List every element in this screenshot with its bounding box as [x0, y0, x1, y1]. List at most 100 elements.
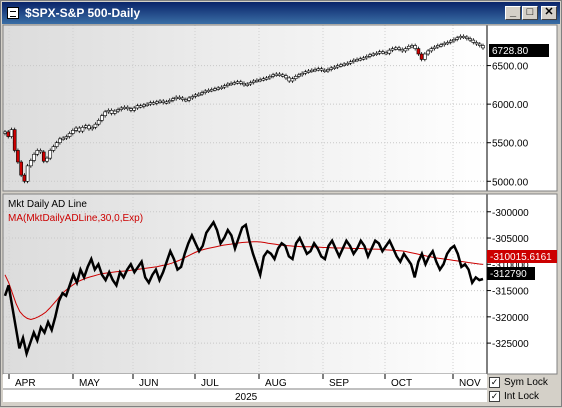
candle-body	[174, 96, 178, 100]
candle-body	[203, 90, 208, 93]
candle-body	[242, 83, 246, 86]
ad-y-tick-label: -320000	[492, 313, 529, 324]
maximize-button[interactable]: □	[522, 6, 538, 20]
candle-body	[51, 146, 56, 151]
candle-body	[145, 103, 149, 106]
candle-body	[29, 160, 33, 167]
x-month-label: JUL	[201, 378, 219, 389]
candle-body	[387, 49, 392, 54]
candle-body	[413, 45, 417, 49]
candle-body	[406, 45, 411, 49]
candle-body	[477, 43, 482, 46]
candle-body	[209, 89, 214, 92]
ma-last-tag: -310015.6161	[487, 250, 557, 263]
price-last-value: 6728.80	[492, 46, 529, 57]
title-bar[interactable]: $SPX-S&P 500-Daily _ □ ✕	[2, 2, 560, 24]
candle-body	[151, 102, 156, 105]
int-lock-checkbox[interactable]: ✓	[489, 391, 500, 402]
ma-last-value: -310015.6161	[490, 252, 552, 263]
price-y-tick-label: 6000.00	[492, 100, 529, 111]
candle-body	[135, 105, 140, 109]
x-axis: APR MAY JUN JUL AUG SEP OCT NOV 2025	[3, 374, 487, 403]
candle-body	[410, 45, 414, 48]
ad-panel-title: Mkt Daily AD Line	[8, 199, 87, 210]
candle-body	[22, 174, 27, 182]
candle-body	[474, 42, 479, 45]
x-month-label: OCT	[391, 378, 412, 389]
candle-body	[196, 93, 201, 96]
candle-body	[142, 104, 146, 107]
price-last-tag: 6728.80	[489, 44, 549, 57]
candle-body	[164, 101, 169, 104]
candle-body	[45, 157, 49, 162]
candle-body	[54, 142, 59, 147]
x-month-label: AUG	[265, 378, 287, 389]
candle-body	[216, 87, 220, 90]
candle-body	[400, 49, 405, 52]
candle-body	[332, 66, 337, 69]
ad-y-tick-label: -305000	[492, 234, 529, 245]
candle-body	[426, 50, 430, 55]
candle-body	[419, 53, 424, 60]
candle-body	[452, 39, 456, 42]
sym-lock-label: Sym Lock	[504, 377, 548, 388]
candle-body	[129, 108, 133, 111]
candle-body	[125, 106, 130, 110]
candle-body	[329, 67, 334, 70]
candle-body	[32, 153, 36, 161]
candle-body	[83, 125, 88, 128]
x-month-label: NOV	[459, 378, 481, 389]
candle-body	[313, 69, 317, 72]
x-month-label: MAY	[79, 378, 100, 389]
close-button[interactable]: ✕	[541, 6, 557, 20]
candle-body	[154, 101, 159, 104]
candle-body	[67, 133, 72, 137]
candle-body	[287, 77, 292, 82]
candle-body	[100, 115, 104, 121]
candle-body	[3, 131, 7, 134]
minimize-button[interactable]: _	[505, 6, 521, 20]
ad-y-tick-label: -325000	[492, 339, 529, 350]
candle-body	[274, 73, 279, 76]
candle-body	[184, 99, 188, 102]
candle-body	[303, 71, 308, 74]
candle-body	[448, 40, 453, 43]
candle-body	[316, 68, 321, 71]
candle-body	[423, 53, 427, 60]
candle-body	[352, 59, 356, 63]
price-y-tick-label: 5000.00	[492, 177, 529, 188]
candle-body	[322, 69, 327, 72]
price-y-tick-label: 6500.00	[492, 62, 529, 73]
candle-body	[219, 86, 224, 89]
candle-body	[132, 107, 136, 111]
candle-body	[355, 59, 359, 62]
candle-body	[138, 105, 143, 108]
candle-body	[229, 83, 233, 86]
candle-body	[465, 36, 469, 39]
candle-body	[177, 96, 182, 99]
candle-body	[293, 76, 298, 79]
candle-body	[58, 138, 62, 144]
candle-body	[264, 77, 269, 80]
candle-body	[284, 75, 288, 79]
candle-body	[238, 81, 243, 84]
candle-body	[103, 111, 107, 117]
candle-body	[397, 47, 401, 50]
candle-body	[187, 97, 191, 101]
window-title: $SPX-S&P 500-Daily	[25, 6, 141, 20]
candle-body	[258, 79, 262, 82]
candle-body	[461, 35, 466, 39]
candle-body	[381, 51, 385, 54]
candle-body	[6, 131, 11, 137]
sym-lock-checkbox[interactable]: ✓	[489, 377, 500, 388]
candle-body	[271, 74, 275, 77]
candle-body	[277, 73, 282, 76]
candle-body	[361, 57, 366, 60]
candle-body	[61, 137, 65, 140]
candle-body	[268, 76, 272, 79]
candle-body	[25, 165, 30, 182]
candle-body	[345, 62, 350, 66]
candle-body	[371, 53, 375, 56]
candle-body	[468, 38, 472, 41]
ad-last-value: -312790	[490, 269, 527, 280]
